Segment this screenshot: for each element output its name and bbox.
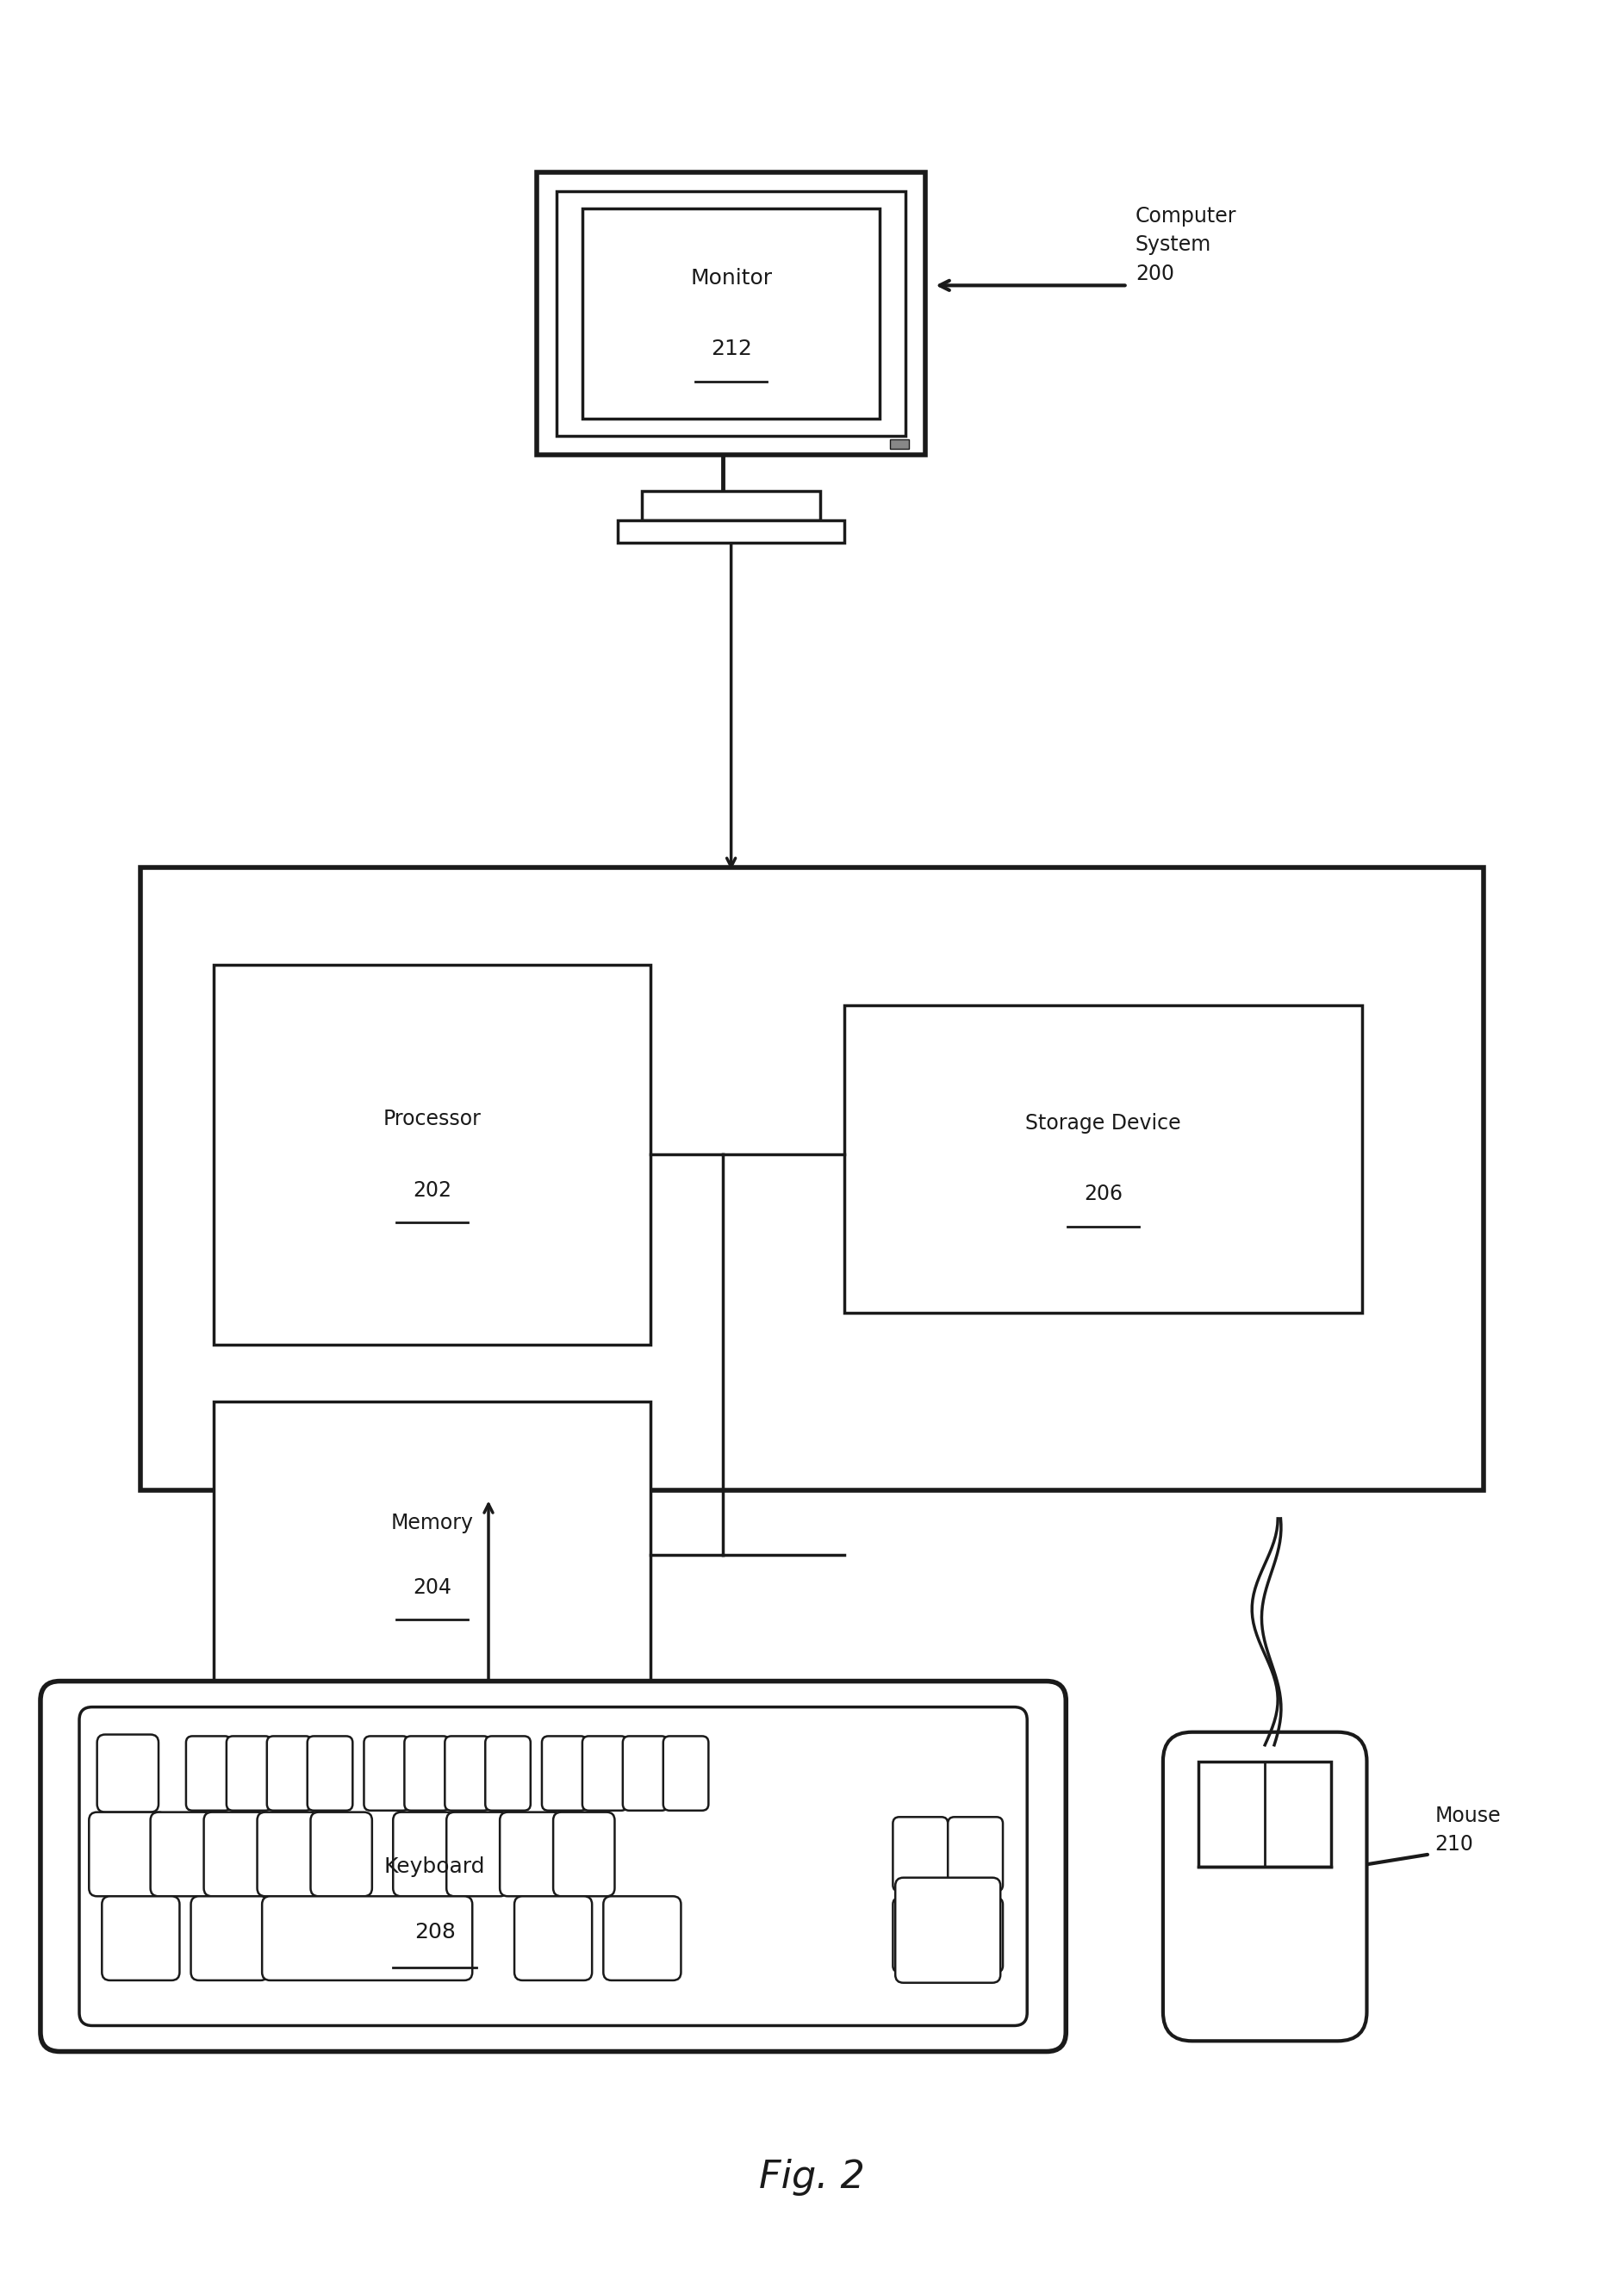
FancyBboxPatch shape [393, 1813, 455, 1897]
FancyBboxPatch shape [663, 1736, 708, 1811]
Bar [141, 867, 1483, 1491]
FancyBboxPatch shape [364, 1736, 409, 1811]
FancyBboxPatch shape [307, 1736, 352, 1811]
Text: Memory: Memory [390, 1513, 473, 1534]
Text: Keyboard: Keyboard [385, 1856, 486, 1876]
FancyBboxPatch shape [604, 1897, 680, 1981]
Bar [538, 172, 926, 456]
FancyBboxPatch shape [948, 1817, 1004, 1892]
FancyBboxPatch shape [447, 1813, 508, 1897]
Bar [617, 520, 844, 542]
FancyBboxPatch shape [948, 1897, 1004, 1972]
FancyBboxPatch shape [89, 1813, 167, 1897]
FancyBboxPatch shape [257, 1813, 318, 1897]
FancyBboxPatch shape [542, 1736, 588, 1811]
Bar [583, 209, 880, 420]
Text: Processor: Processor [383, 1110, 481, 1130]
FancyBboxPatch shape [622, 1736, 667, 1811]
FancyBboxPatch shape [266, 1736, 312, 1811]
FancyBboxPatch shape [151, 1813, 211, 1897]
FancyBboxPatch shape [515, 1897, 593, 1981]
FancyBboxPatch shape [583, 1736, 627, 1811]
FancyBboxPatch shape [893, 1897, 948, 1972]
Bar [641, 490, 820, 520]
Bar [557, 191, 906, 436]
Bar [844, 1005, 1363, 1311]
FancyBboxPatch shape [310, 1813, 372, 1897]
FancyBboxPatch shape [486, 1736, 531, 1811]
FancyBboxPatch shape [554, 1813, 614, 1897]
Text: Computer
System
200: Computer System 200 [1135, 206, 1237, 284]
Text: 202: 202 [412, 1180, 451, 1200]
FancyBboxPatch shape [97, 1734, 159, 1813]
FancyBboxPatch shape [80, 1706, 1026, 2026]
Text: Fig. 2: Fig. 2 [758, 2160, 866, 2196]
FancyBboxPatch shape [226, 1736, 271, 1811]
FancyBboxPatch shape [205, 1813, 265, 1897]
FancyBboxPatch shape [102, 1897, 180, 1981]
FancyBboxPatch shape [1163, 1731, 1367, 2042]
Text: 212: 212 [711, 338, 752, 361]
Text: 208: 208 [414, 1922, 455, 1942]
FancyBboxPatch shape [187, 1736, 231, 1811]
FancyBboxPatch shape [404, 1736, 450, 1811]
FancyBboxPatch shape [893, 1817, 948, 1892]
Bar [213, 1402, 650, 1709]
FancyBboxPatch shape [192, 1897, 268, 1981]
FancyBboxPatch shape [500, 1813, 562, 1897]
Text: Monitor: Monitor [690, 268, 771, 288]
Bar [1199, 1761, 1332, 1867]
FancyBboxPatch shape [41, 1681, 1065, 2051]
Bar [213, 964, 650, 1346]
Text: Mouse
210: Mouse 210 [1434, 1806, 1501, 1854]
Text: 206: 206 [1083, 1184, 1122, 1205]
FancyBboxPatch shape [261, 1897, 473, 1981]
Text: Storage Device: Storage Device [1025, 1112, 1181, 1134]
Bar [890, 440, 909, 449]
FancyBboxPatch shape [895, 1879, 1000, 1983]
FancyBboxPatch shape [445, 1736, 490, 1811]
Text: 204: 204 [412, 1577, 451, 1597]
